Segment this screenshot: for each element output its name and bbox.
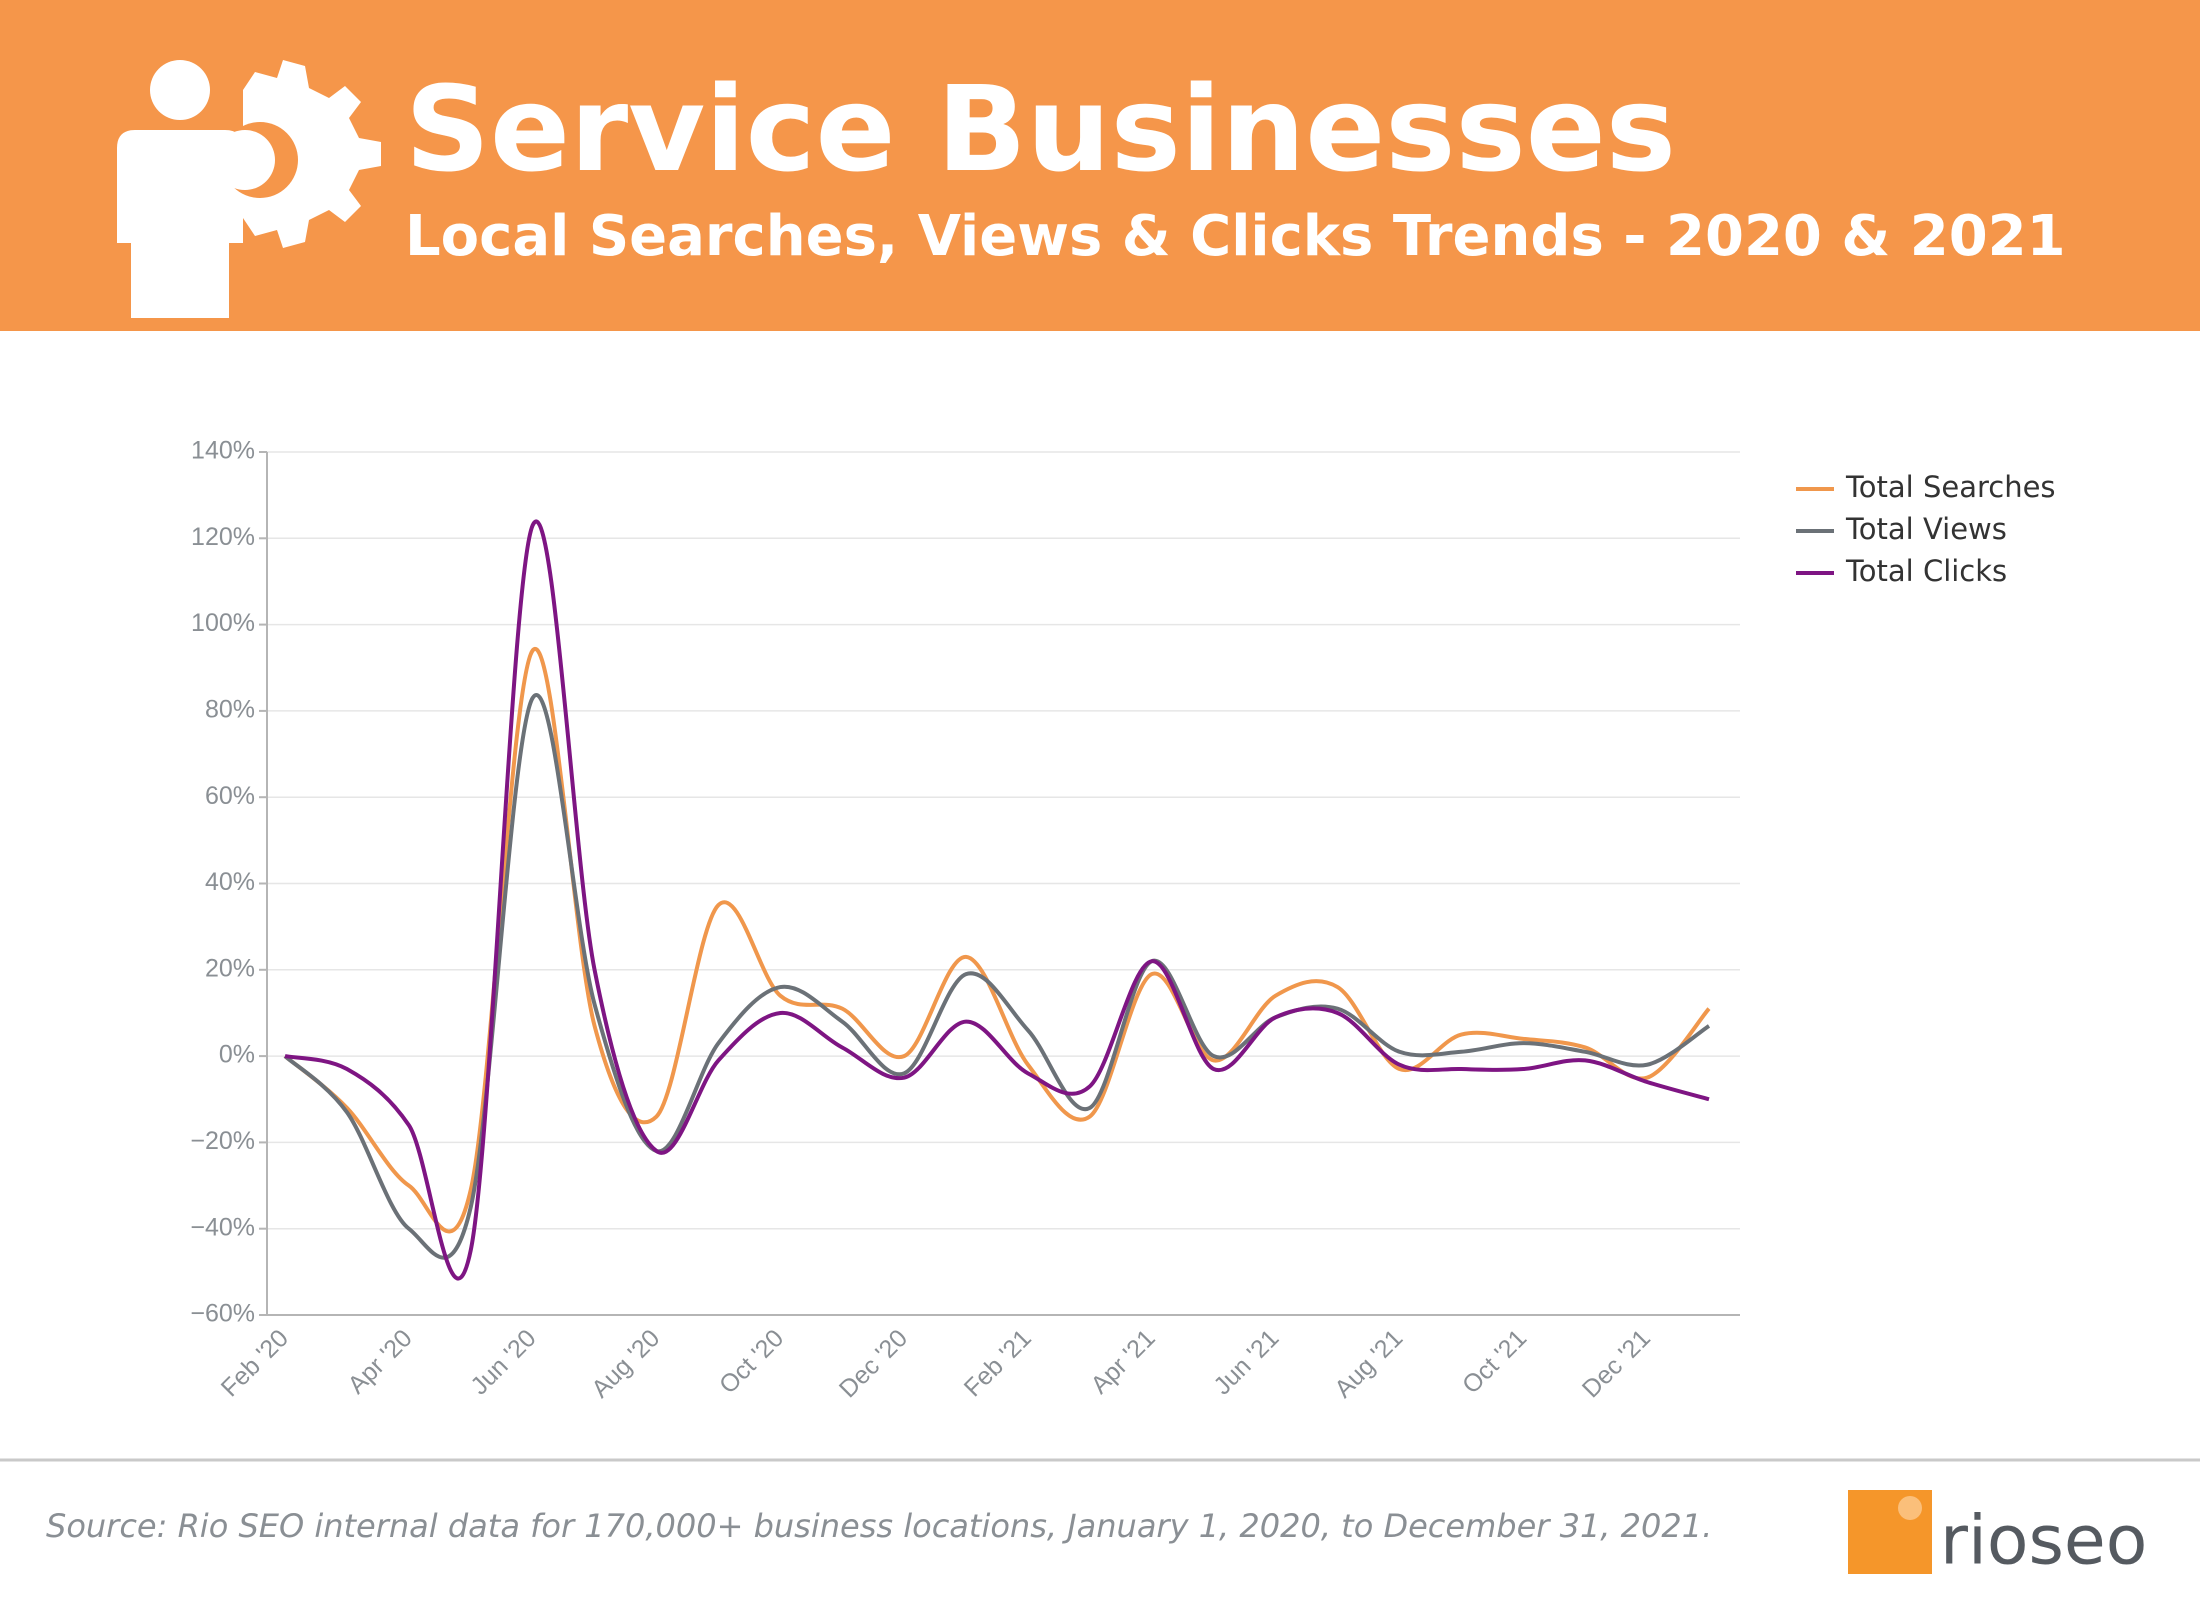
header-icon <box>117 60 381 318</box>
legend-label: Total Views <box>1845 512 2007 546</box>
x-tick-label: Dec '20 <box>834 1324 913 1403</box>
y-tick-label: 0% <box>219 1041 255 1069</box>
y-tick-label: 100% <box>191 609 255 637</box>
y-tick-label: 20% <box>205 954 255 982</box>
x-tick-label: Jun '20 <box>465 1324 541 1400</box>
chart-subtitle: Local Searches, Views & Clicks Trends - … <box>405 204 2066 269</box>
legend-label: Total Searches <box>1845 470 2056 504</box>
y-tick-label: −40% <box>190 1213 255 1241</box>
x-tick-label: Aug '21 <box>1329 1324 1408 1403</box>
series-line <box>284 519 1710 1281</box>
y-tick-label: 40% <box>205 868 255 896</box>
x-tick-label: Aug '20 <box>586 1324 665 1403</box>
x-tick-label: Oct '20 <box>714 1324 789 1399</box>
y-tick-label: −60% <box>190 1300 255 1328</box>
x-tick-label: Feb '20 <box>216 1324 294 1402</box>
x-tick-label: Feb '21 <box>959 1324 1037 1402</box>
chart-title: Service Businesses <box>405 60 1676 198</box>
y-tick-label: 80% <box>205 696 255 724</box>
legend-label: Total Clicks <box>1845 554 2007 588</box>
y-tick-label: 140% <box>191 437 255 465</box>
x-tick-label: Jun '21 <box>1208 1324 1284 1400</box>
y-tick-label: 60% <box>205 782 255 810</box>
x-tick-label: Apr '20 <box>342 1324 417 1399</box>
x-tick-label: Dec '21 <box>1577 1324 1656 1403</box>
source-note: Source: Rio SEO internal data for 170,00… <box>46 1507 1712 1545</box>
series-line <box>283 693 1711 1260</box>
logo-dot <box>1898 1496 1922 1520</box>
x-tick-label: Apr '21 <box>1085 1324 1160 1399</box>
logo-text: rioseo <box>1940 1502 2147 1581</box>
y-tick-label: 120% <box>191 523 255 551</box>
x-tick-label: Oct '21 <box>1457 1324 1532 1399</box>
y-tick-label: −20% <box>190 1127 255 1155</box>
